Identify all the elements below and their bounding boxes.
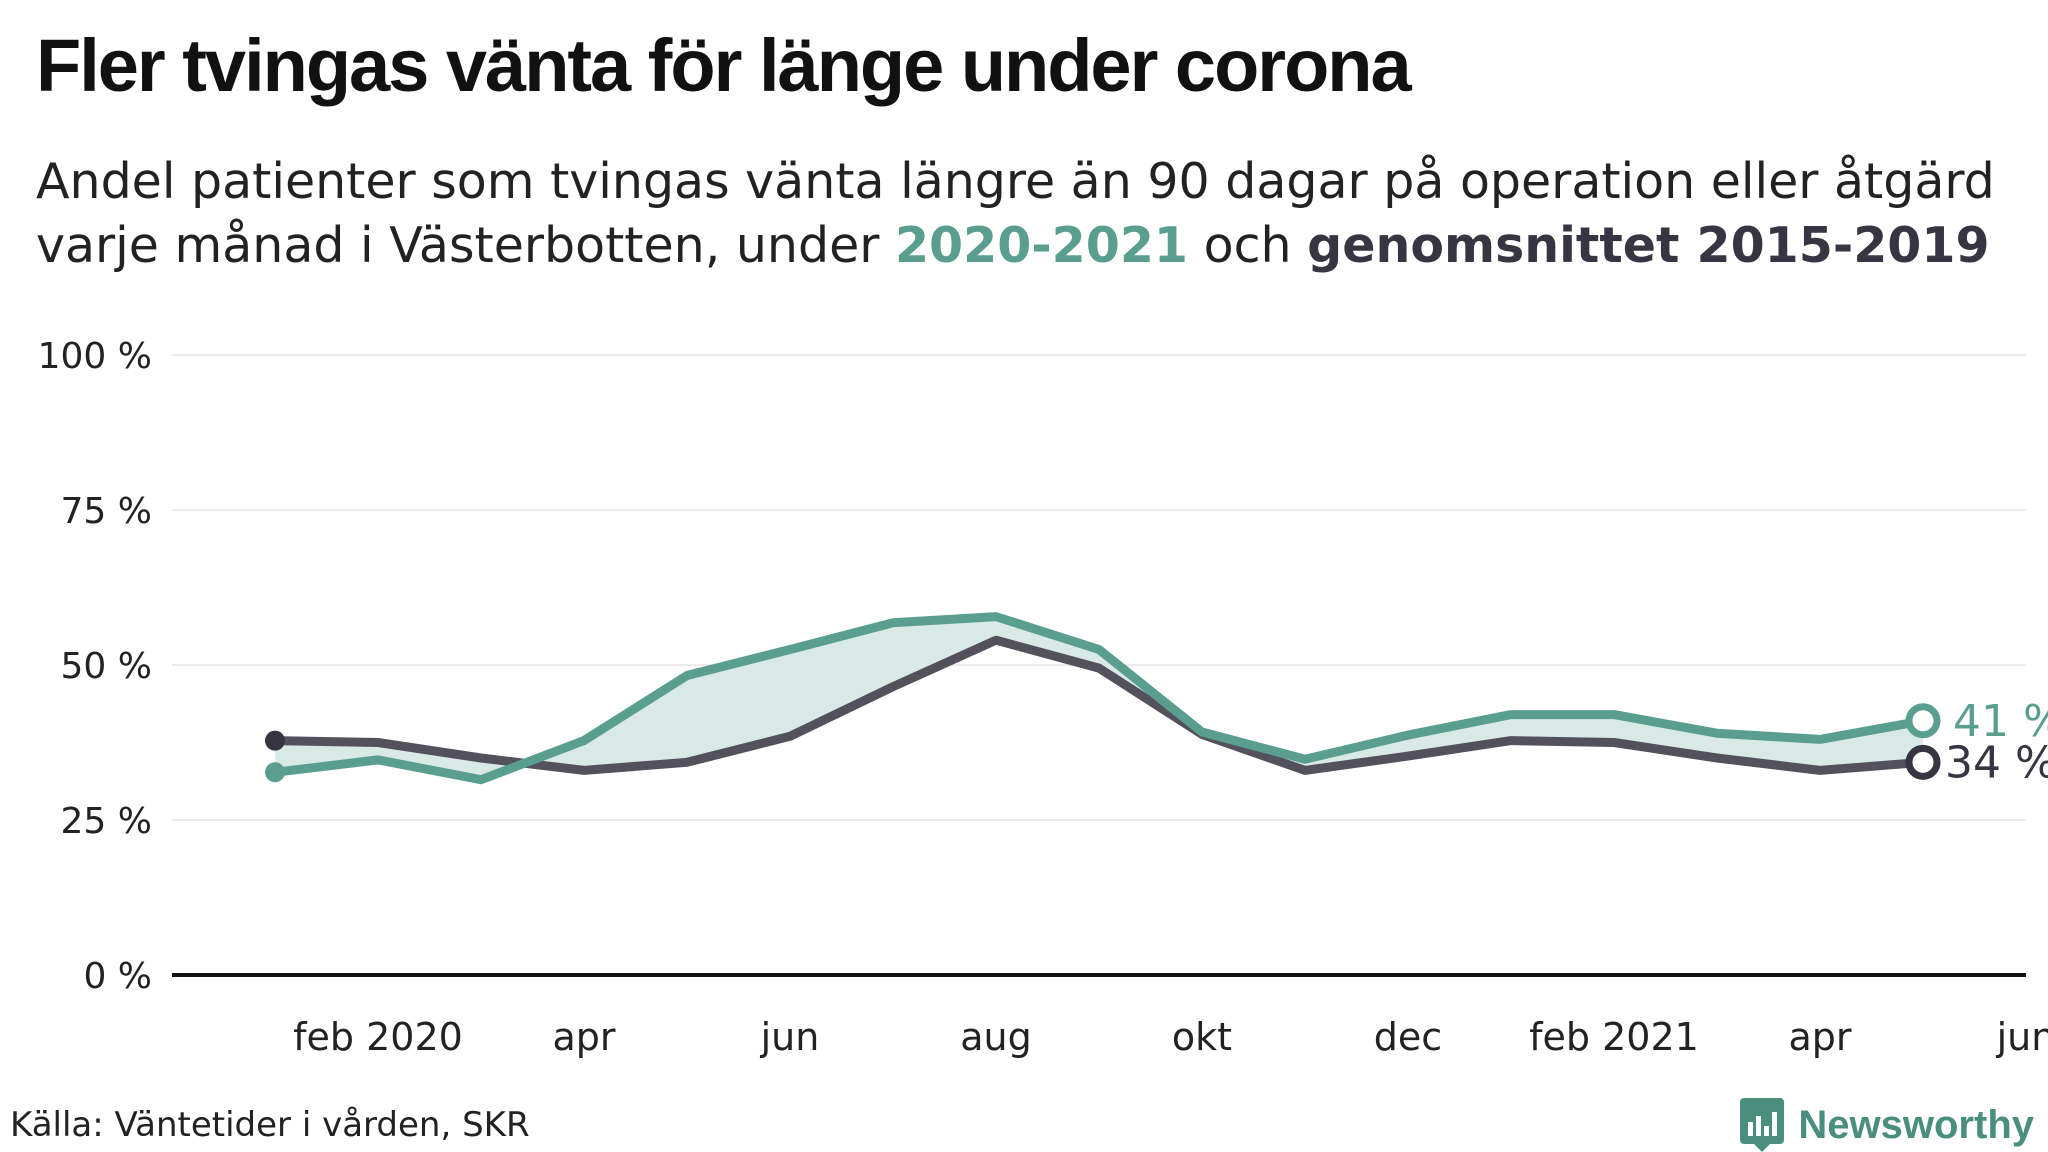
legend-2020-2021: 2020-2021	[894, 217, 1189, 274]
brand-name: Newsworthy	[1798, 1102, 2034, 1147]
end-label-average: 34 %	[1945, 737, 2048, 788]
x-tick-label: apr	[1788, 1015, 1851, 1059]
chart-subtitle: Andel patienter som tvingas vänta längre…	[36, 150, 2036, 278]
start-point-2020-2021	[265, 762, 285, 783]
x-tick-label: dec	[1374, 1015, 1442, 1059]
x-tick-label: feb 2021	[1529, 1015, 1699, 1059]
x-tick-label: jun	[1996, 1015, 2048, 1059]
bar-chart-pin-icon	[1740, 1098, 1785, 1152]
line-chart: 0 % 25 % 50 % 75 % 100 % feb 2020 apr jun aug okt…	[38, 336, 2048, 1059]
x-tick-label: apr	[552, 1015, 615, 1059]
y-tick-label: 0 %	[83, 956, 152, 997]
chart-title: Fler tvingas vänta för länge under coron…	[36, 24, 1412, 107]
legend-average: genomsnittet 2015-2019	[1307, 217, 1990, 274]
brand-logo: Newsworthy	[1740, 1098, 2034, 1152]
subtitle-line1: Andel patienter som tvingas vänta längre…	[36, 153, 1995, 210]
y-tick-label: 75 %	[61, 491, 152, 532]
series-line-2020-2021	[270, 612, 1928, 785]
start-point-average	[265, 730, 285, 751]
subtitle-connector: och	[1188, 217, 1308, 274]
y-tick-label: 25 %	[61, 801, 152, 842]
y-tick-label: 100 %	[38, 336, 152, 377]
x-tick-label: feb 2020	[293, 1015, 463, 1059]
x-tick-label: jun	[760, 1015, 820, 1059]
end-point-average	[1905, 744, 1941, 780]
end-label-2020-2021: 41 %	[1953, 696, 2048, 747]
x-tick-label: okt	[1172, 1015, 1232, 1059]
subtitle-line2-prefix: varje månad i Västerbotten, under	[36, 217, 895, 274]
x-tick-label: aug	[960, 1015, 1032, 1059]
series-line-average	[270, 635, 1928, 775]
y-tick-label: 50 %	[61, 646, 152, 687]
end-point-2020-2021	[1905, 703, 1941, 739]
source-note: Källa: Väntetider i vården, SKR	[10, 1105, 530, 1145]
